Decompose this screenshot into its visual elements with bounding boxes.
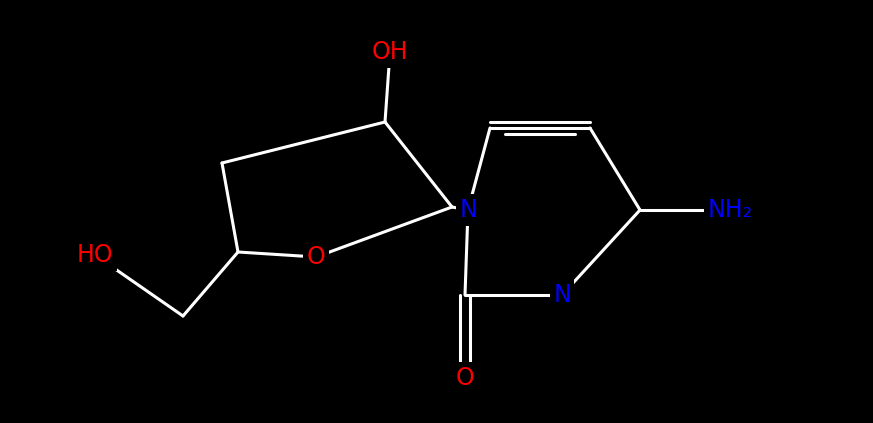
Text: O: O [456, 366, 474, 390]
Text: N: N [459, 198, 477, 222]
Text: N: N [553, 283, 571, 307]
Text: HO: HO [77, 243, 113, 267]
Text: OH: OH [372, 40, 409, 64]
Text: O: O [306, 245, 326, 269]
Text: NH₂: NH₂ [707, 198, 753, 222]
